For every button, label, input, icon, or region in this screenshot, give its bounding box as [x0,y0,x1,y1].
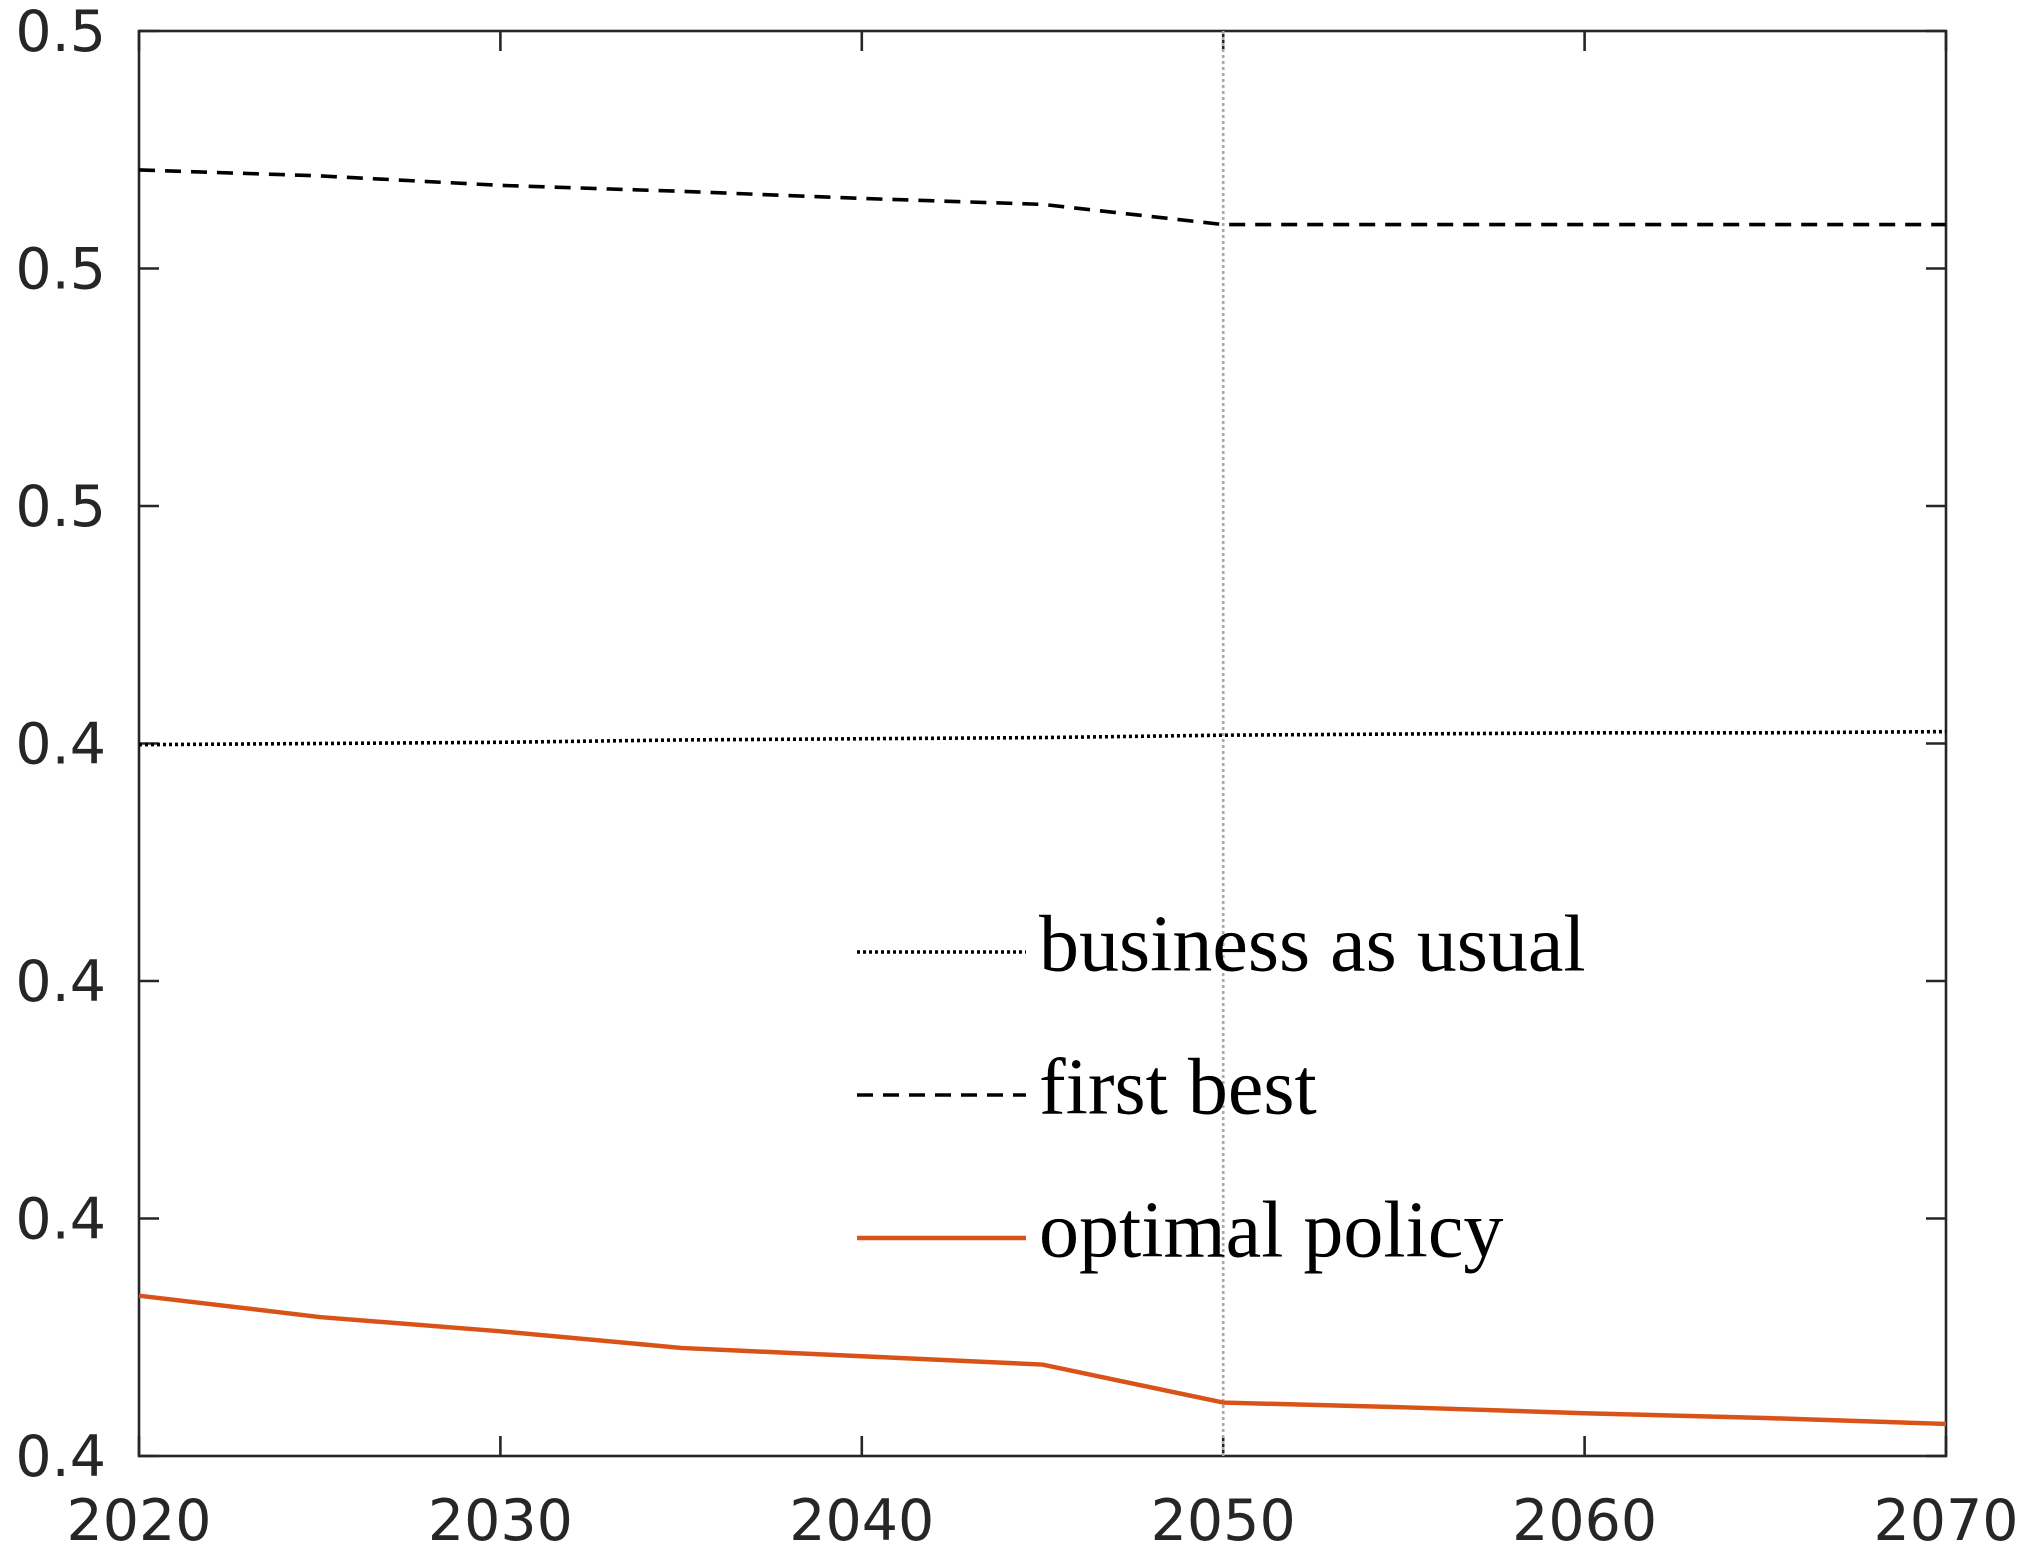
x-tick-label: 2050 [1151,1488,1296,1554]
y-tick-label: 0.4 [15,712,106,778]
x-tick-label: 2060 [1512,1488,1657,1554]
x-tick-label: 2070 [1873,1488,2018,1554]
y-tick-label: 0.5 [15,237,106,303]
y-tick-label: 0.5 [15,474,106,540]
legend-label: business as usual [1039,900,1586,988]
x-tick-label: 2040 [789,1488,934,1554]
y-tick-label: 0.4 [15,1424,106,1490]
x-tick-label: 2020 [66,1488,211,1554]
x-tick-label: 2030 [428,1488,573,1554]
y-tick-label: 0.4 [15,1187,106,1253]
data-line [138,168,1946,227]
data-line [138,1293,1947,1427]
y-tick-label: 0.4 [15,949,106,1015]
y-tick-label: 0.5 [15,0,106,65]
legend-label: first best [1039,1043,1317,1131]
data-line [138,729,1947,747]
legend-label: optimal policy [1039,1186,1503,1274]
